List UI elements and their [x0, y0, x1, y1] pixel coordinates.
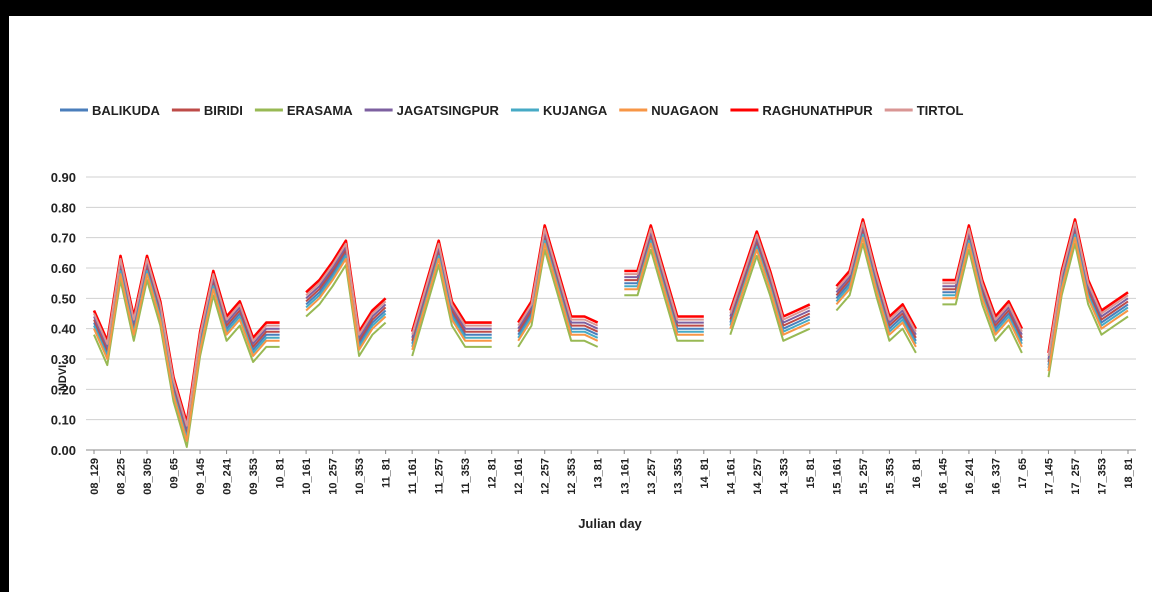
x-tick-label: 16_145: [937, 458, 949, 495]
x-tick-label: 11_81: [381, 458, 393, 488]
y-tick-label: 0.40: [51, 322, 76, 337]
x-tick-label: 14_257: [752, 458, 764, 495]
x-tick-label: 13_257: [646, 458, 658, 495]
x-tick-label: 10_257: [328, 458, 340, 495]
y-tick-label: 0.10: [51, 413, 76, 428]
x-tick-label: 17_145: [1043, 458, 1055, 495]
x-tick-label: 10_161: [301, 458, 313, 495]
x-tick-label: 16_337: [990, 458, 1002, 495]
x-tick-label: 13_81: [593, 458, 605, 489]
legend-label: KUJANGA: [543, 103, 608, 118]
x-tick-label: 17_65: [1017, 458, 1029, 489]
y-tick-label: 0.90: [51, 170, 76, 185]
x-tick-label: 14_161: [725, 458, 737, 495]
x-tick-label: 14_81: [699, 458, 711, 489]
y-tick-label: 0.30: [51, 352, 76, 367]
y-tick-label: 0.80: [51, 200, 76, 215]
x-tick-label: 16_241: [964, 458, 976, 495]
x-tick-label: 15_353: [884, 458, 896, 495]
x-tick-label: 09_145: [195, 458, 207, 495]
legend-label: ERASAMA: [287, 103, 353, 118]
x-tick-label: 09_65: [169, 458, 181, 489]
data-line: [93, 221, 1129, 427]
x-tick-label: 15_257: [858, 458, 870, 495]
legend-label: TIRTOL: [917, 103, 964, 118]
frame-top: [0, 0, 1152, 16]
x-tick-label: 10_81: [275, 458, 287, 489]
legend-label: JAGATSINGPUR: [397, 103, 500, 118]
x-tick-label: 10_353: [354, 458, 366, 495]
frame-left: [0, 0, 9, 592]
y-tick-label: 0.20: [51, 382, 76, 397]
x-tick-label: 13_161: [619, 458, 631, 495]
x-tick-label: 11_257: [434, 458, 446, 494]
y-axis-title: NDVI: [57, 365, 69, 391]
data-line: [93, 236, 1129, 442]
legend-label: BIRIDI: [204, 103, 243, 118]
legend-label: BALIKUDA: [92, 103, 160, 118]
x-tick-label: 17_353: [1096, 458, 1108, 495]
x-tick-label: 11_353: [460, 458, 472, 494]
x-tick-label: 12_81: [487, 458, 499, 489]
x-tick-label: 08_305: [142, 458, 154, 495]
x-tick-label: 15_81: [805, 458, 817, 489]
legend-label: NUAGAON: [651, 103, 718, 118]
x-tick-label: 08_225: [116, 458, 128, 495]
x-tick-label: 12_161: [513, 458, 525, 495]
x-tick-label: 14_353: [778, 458, 790, 495]
x-tick-label: 09_353: [248, 458, 260, 495]
x-tick-label: 16_81: [911, 458, 923, 489]
y-tick-label: 0.00: [51, 443, 76, 458]
y-tick-label: 0.50: [51, 291, 76, 306]
legend-label: RAGHUNATHPUR: [762, 103, 873, 118]
y-tick-label: 0.70: [51, 231, 76, 246]
x-tick-label: 18_81: [1123, 458, 1135, 489]
y-tick-label: 0.60: [51, 261, 76, 276]
x-tick-label: 11_161: [407, 458, 419, 494]
x-tick-label: 08_129: [89, 458, 101, 495]
x-tick-label: 15_161: [831, 458, 843, 495]
x-tick-label: 13_353: [672, 458, 684, 495]
x-tick-label: 12_353: [566, 458, 578, 495]
x-axis-title: Julian day: [578, 516, 642, 531]
x-tick-label: 17_257: [1070, 458, 1082, 495]
x-tick-label: 09_241: [222, 458, 234, 495]
x-tick-label: 12_257: [540, 458, 552, 495]
